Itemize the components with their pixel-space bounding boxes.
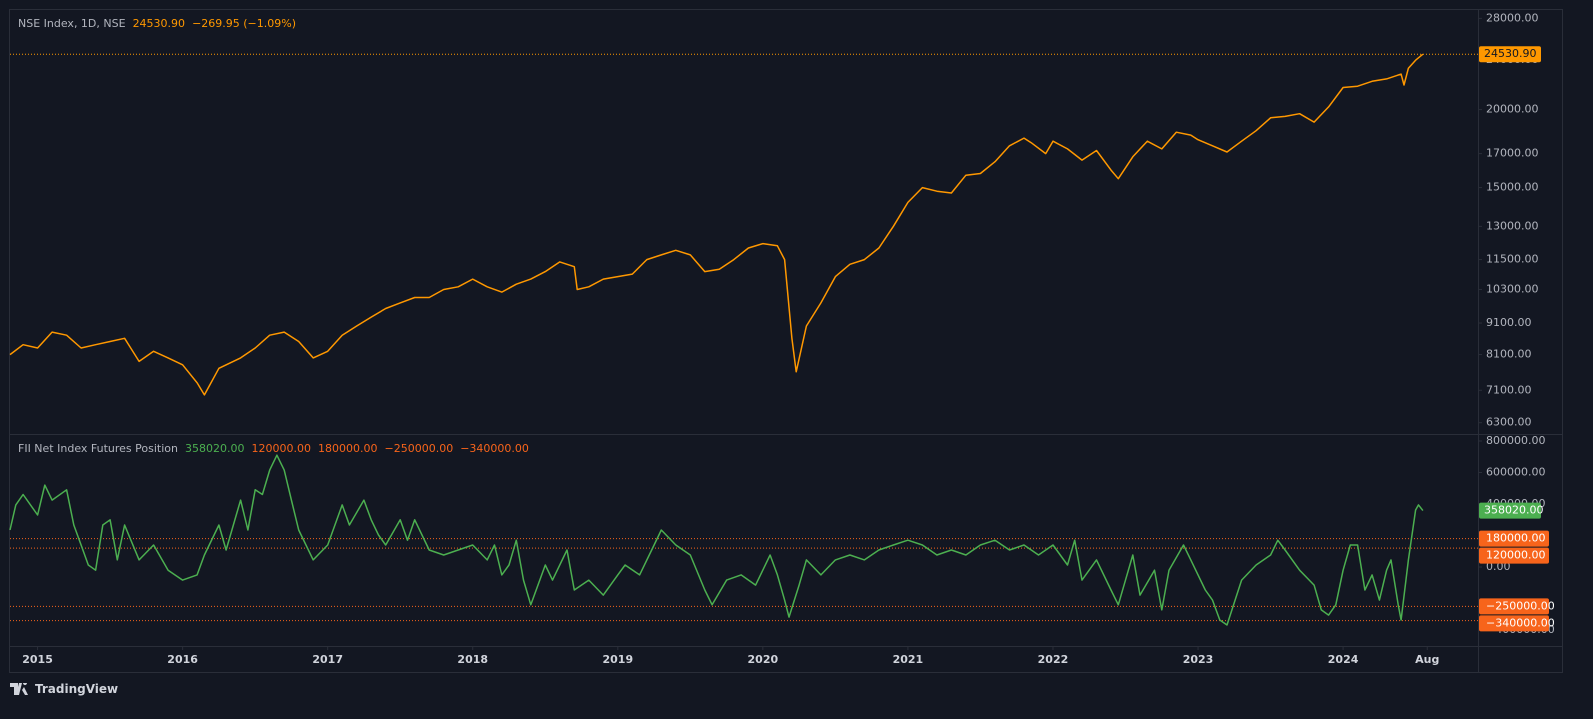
last-value-label: 24530.90	[1484, 47, 1537, 60]
level-axis-box	[1479, 615, 1549, 632]
y-tick-label: 8100.00	[1486, 348, 1532, 361]
y-tick-label: 28000.00	[1486, 11, 1539, 24]
x-tick-label: 2020	[748, 653, 779, 666]
brand: TradingView	[35, 682, 119, 696]
level-value: −340000.00	[460, 442, 529, 455]
y-tick-label: 7100.00	[1486, 383, 1532, 396]
x-tick-label: 2021	[893, 653, 924, 666]
level-axis-label: 180000.00	[1486, 532, 1546, 545]
level-axis-box	[1479, 598, 1549, 615]
series-line	[9, 454, 1424, 626]
footer[interactable]: TradingView	[10, 682, 118, 696]
level-axis-label: −340000.00	[1486, 616, 1555, 629]
x-tick-label: 2017	[312, 653, 343, 666]
x-tick-label: 2016	[167, 653, 198, 666]
main-header: NSE Index, 1D, NSE 24530.90 −269.95 (−1.…	[18, 17, 296, 30]
last-value-label: 358020.00	[1484, 504, 1544, 517]
level-axis-box	[1479, 547, 1549, 564]
y-tick-label: 15000.00	[1486, 181, 1539, 194]
y-tick-label: 800000.00	[1486, 434, 1546, 447]
y-tick-label: 6300.00	[1486, 416, 1532, 429]
y-tick-label: 13000.00	[1486, 219, 1539, 232]
x-tick-label: 2023	[1183, 653, 1214, 666]
y-tick-label: 17000.00	[1486, 147, 1539, 160]
indicator-header: FII Net Index Futures Position 358020.00…	[18, 442, 529, 455]
y-tick-label: 600000.00	[1486, 465, 1546, 478]
y-tick-label: 11500.00	[1486, 253, 1539, 266]
x-tick-label: Aug	[1415, 653, 1439, 666]
y-tick-label: 10300.00	[1486, 282, 1539, 295]
frame	[9, 9, 1563, 673]
x-tick-label: 2018	[457, 653, 488, 666]
last-price: 24530.90	[132, 17, 186, 30]
level-value: 120000.00	[251, 442, 311, 455]
x-tick-label: 2022	[1038, 653, 1069, 666]
x-tick-label: 2019	[602, 653, 633, 666]
y-tick-label: 20000.00	[1486, 103, 1539, 116]
level-axis-label: −250000.00	[1486, 599, 1555, 612]
level-value: −250000.00	[384, 442, 454, 455]
x-tick-label: 2015	[22, 653, 53, 666]
logo	[10, 683, 28, 695]
indicator-value: 358020.00	[184, 442, 245, 455]
price-change: −269.95 (−1.09%)	[192, 17, 297, 30]
series-line	[9, 53, 1424, 396]
level-value: 180000.00	[317, 442, 378, 455]
symbol: NSE Index, 1D, NSE	[18, 17, 126, 30]
level-axis-label: 120000.00	[1486, 549, 1546, 562]
indicator-title: FII Net Index Futures Position	[18, 442, 178, 455]
last-value-box	[1479, 46, 1541, 63]
x-tick-label: 2024	[1328, 653, 1359, 666]
level-axis-box	[1479, 530, 1549, 547]
last-value-box	[1479, 502, 1541, 519]
y-tick-label: 9100.00	[1486, 316, 1532, 329]
